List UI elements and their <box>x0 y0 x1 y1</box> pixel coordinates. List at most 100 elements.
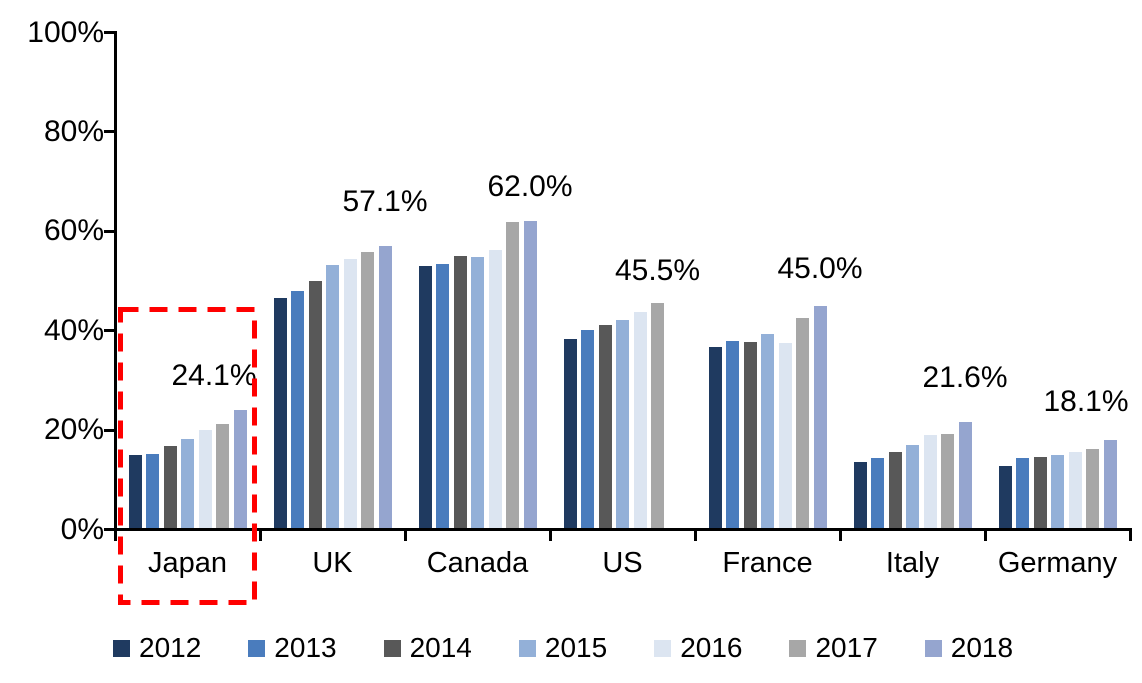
bar-us-2012 <box>563 338 577 530</box>
bar-uk-2017 <box>361 251 374 530</box>
bar-germany-2012 <box>998 465 1012 530</box>
x-axis-label-uk: UK <box>312 547 353 579</box>
bar-france-2015 <box>761 333 774 530</box>
legend-swatch-2014 <box>383 639 401 657</box>
bar-uk-2015 <box>326 265 339 530</box>
x-tick-mark <box>838 528 842 541</box>
data-label-canada: 62.0% <box>487 170 573 204</box>
data-label-uk: 57.1% <box>342 184 428 218</box>
bar-uk-2014 <box>308 280 322 530</box>
y-tick-label-20: 20% <box>43 413 104 447</box>
x-axis-label-us: US <box>602 547 643 579</box>
legend-item-2017: 2017 <box>789 633 878 663</box>
bar-japan-2014 <box>163 446 177 530</box>
y-tick-label-0: 0% <box>60 512 104 546</box>
legend-item-2016: 2016 <box>654 633 742 663</box>
y-tick-mark <box>104 329 117 333</box>
legend-label-2012: 2012 <box>139 632 202 663</box>
bar-japan-2015 <box>181 439 194 530</box>
x-tick-mark <box>693 528 697 541</box>
bar-uk-2016 <box>343 258 357 530</box>
y-tick-label-80: 80% <box>43 114 104 148</box>
bar-us-2015 <box>616 319 629 530</box>
x-tick-mark <box>113 528 117 541</box>
bar-uk-2013 <box>291 291 304 530</box>
bar-canada-2013 <box>436 263 449 530</box>
bar-italy-2018 <box>958 422 972 530</box>
legend-item-2018: 2018 <box>924 632 1014 663</box>
bar-italy-2017 <box>941 433 954 530</box>
y-tick-mark <box>104 130 117 134</box>
data-label-france: 45.0% <box>777 251 863 285</box>
legend-item-2015: 2015 <box>518 632 608 663</box>
legend: 2012 2013 2014 2015 2016 2017 2018 <box>113 633 1013 663</box>
legend-swatch-2015 <box>518 639 536 657</box>
bar-uk-2012 <box>273 298 287 530</box>
bar-italy-2014 <box>888 451 902 530</box>
data-label-italy: 21.6% <box>922 361 1008 395</box>
x-axis-line <box>104 528 1130 531</box>
legend-item-2013: 2013 <box>248 632 337 663</box>
y-tick-label-100: 100% <box>27 15 104 49</box>
bar-germany-2018 <box>1103 439 1117 530</box>
bar-france-2016 <box>778 343 792 530</box>
data-label-germany: 18.1% <box>1043 384 1129 418</box>
y-tick-mark <box>104 428 117 432</box>
bar-germany-2013 <box>1016 458 1029 530</box>
bar-canada-2016 <box>488 249 502 530</box>
bar-japan-2016 <box>198 430 212 530</box>
bar-canada-2014 <box>453 256 467 530</box>
bar-france-2012 <box>708 347 722 530</box>
bar-us-2013 <box>581 329 594 530</box>
x-tick-mark <box>1128 528 1132 541</box>
legend-label-2014: 2014 <box>409 632 472 663</box>
x-tick-mark <box>403 528 407 541</box>
legend-swatch-2013 <box>248 639 266 657</box>
x-axis-label-italy: Italy <box>885 547 940 579</box>
bar-france-2013 <box>726 341 739 530</box>
x-tick-mark <box>548 528 552 541</box>
bar-japan-2017 <box>216 424 229 530</box>
y-tick-mark <box>104 528 117 531</box>
bar-germany-2015 <box>1051 455 1064 530</box>
bar-japan-2012 <box>128 454 142 530</box>
x-axis-label-canada: Canada <box>426 547 529 579</box>
bar-uk-2018 <box>378 245 392 530</box>
x-axis-label-japan: Japan <box>147 547 227 579</box>
legend-label-2013: 2013 <box>274 632 337 663</box>
bar-canada-2015 <box>471 257 484 530</box>
bar-canada-2018 <box>523 221 537 530</box>
bar-italy-2015 <box>906 444 919 530</box>
bar-france-2018 <box>813 305 827 530</box>
y-tick-mark <box>104 229 117 233</box>
bar-canada-2017 <box>506 222 519 530</box>
bar-canada-2012 <box>418 265 432 530</box>
y-axis-line <box>114 31 117 531</box>
x-axis-label-germany: Germany <box>997 547 1118 579</box>
data-label-us: 45.5% <box>614 254 701 288</box>
bar-japan-2013 <box>146 454 159 530</box>
legend-swatch-2017 <box>789 639 807 657</box>
x-tick-mark <box>983 528 987 541</box>
y-tick-mark <box>104 31 117 34</box>
bar-italy-2013 <box>871 457 884 530</box>
legend-label-2015: 2015 <box>544 632 608 663</box>
bar-germany-2016 <box>1068 452 1082 530</box>
x-axis-label-france: France <box>722 547 813 579</box>
y-tick-label-40: 40% <box>43 313 104 347</box>
bar-france-2014 <box>743 341 757 530</box>
bar-us-2016 <box>633 311 647 530</box>
x-tick-mark <box>258 528 262 541</box>
bar-italy-2016 <box>923 434 937 530</box>
legend-label-2018: 2018 <box>950 632 1014 663</box>
bar-us-2017 <box>651 303 664 530</box>
legend-item-2012: 2012 <box>113 633 201 663</box>
bar-us-2014 <box>598 324 612 530</box>
legend-swatch-2012 <box>113 639 130 657</box>
bar-france-2017 <box>796 318 809 530</box>
y-tick-label-60: 60% <box>43 214 104 248</box>
bar-japan-2018 <box>233 409 247 530</box>
bar-germany-2014 <box>1033 456 1047 530</box>
bar-italy-2012 <box>853 461 867 530</box>
